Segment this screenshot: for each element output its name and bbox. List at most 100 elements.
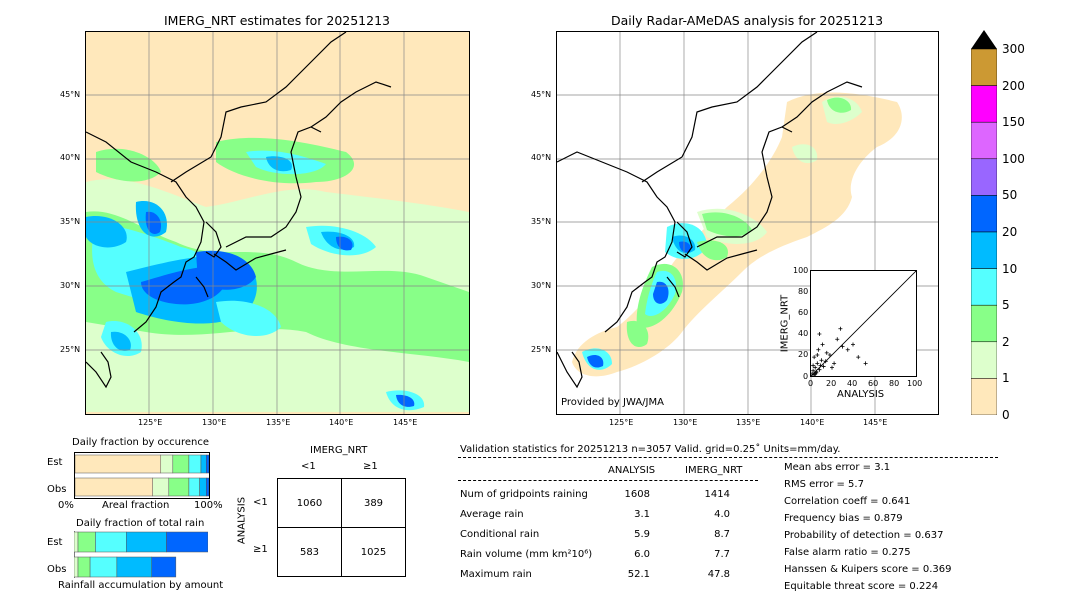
occurrence-obs-label: Obs <box>47 484 67 495</box>
occurrence-segment <box>160 454 174 474</box>
scatter-point <box>816 347 821 352</box>
scatter-point <box>812 355 817 360</box>
total-rain-segment <box>74 556 79 578</box>
contingency-col-ge1: ≥1 <box>363 461 378 472</box>
scatter-ytick-80: 80 <box>798 287 809 296</box>
scatter-point <box>817 332 822 336</box>
stat-label: Maximum rain <box>460 569 532 580</box>
contingency-cell: 583 <box>277 527 342 577</box>
left-lat-25: 25°N <box>60 345 81 354</box>
stat-imerg: 7.7 <box>714 549 730 560</box>
stat-label: Average rain <box>460 509 524 520</box>
stat-imerg: 1414 <box>704 489 730 500</box>
radar-credit: Provided by JWA/JMA <box>561 397 664 408</box>
validation-col-imerg: IMERG_NRT <box>685 465 743 476</box>
total-rain-caption: Rainfall accumulation by amount <box>58 580 224 591</box>
contingency-col-header: IMERG_NRT <box>310 445 368 456</box>
scatter-xtick-20: 20 <box>826 379 837 388</box>
score-freq-bias: Frequency bias = 0.879 <box>784 513 903 524</box>
scatter-ylabel: IMERG_NRT <box>779 294 791 353</box>
colorbar-label: 10 <box>1002 261 1018 276</box>
stat-label: Num of gridpoints raining <box>460 489 588 500</box>
scatter-point <box>815 353 820 357</box>
scatter-point <box>832 361 837 366</box>
stat-analysis: 3.1 <box>634 509 650 520</box>
stat-imerg: 8.7 <box>714 529 730 540</box>
scatter-point <box>819 358 824 363</box>
colorbar-segment <box>971 195 997 233</box>
scatter-point <box>827 353 832 357</box>
scatter-point <box>813 365 818 370</box>
stat-analysis: 6.0 <box>634 549 650 560</box>
scatter-point <box>823 359 828 364</box>
occurrence-est-label: Est <box>47 457 63 468</box>
right-lon-130: 130°E <box>673 418 698 427</box>
score-hk: Hanssen & Kuipers score = 0.369 <box>784 564 952 575</box>
scatter-point <box>835 337 840 342</box>
total-rain-segment <box>126 531 167 553</box>
occurrence-axis-right: 100% <box>194 500 223 511</box>
colorbar-label: 200 <box>1002 78 1025 93</box>
occurrence-segment <box>200 454 207 474</box>
score-rms: RMS error = 5.7 <box>784 479 864 490</box>
scatter-point <box>856 355 861 360</box>
stat-analysis: 5.9 <box>634 529 650 540</box>
contingency-cell: 1025 <box>341 527 406 577</box>
contingency-col-lt1: <1 <box>301 461 316 472</box>
validation-subdivider <box>458 480 758 481</box>
occurrence-chart <box>74 452 210 499</box>
contingency-cell: 389 <box>341 478 406 528</box>
occurrence-segment <box>206 477 209 497</box>
scatter-point <box>815 361 820 366</box>
scatter-point <box>821 364 826 369</box>
scatter-xtick-0: 0 <box>808 379 814 388</box>
occurrence-title: Daily fraction by occurence <box>72 437 210 448</box>
occurrence-segment <box>172 454 190 474</box>
stat-label: Conditional rain <box>460 529 540 540</box>
colorbar-label: 150 <box>1002 115 1025 130</box>
scatter-inset <box>810 270 917 377</box>
stat-analysis: 1608 <box>624 489 650 500</box>
score-mae: Mean abs error = 3.1 <box>784 462 891 473</box>
scatter-point <box>814 369 819 374</box>
colorbar-extend-arrow <box>971 30 997 49</box>
total-rain-segment <box>77 531 96 553</box>
scatter-point <box>818 363 823 368</box>
score-corr: Correlation coeff = 0.641 <box>784 496 911 507</box>
total-rain-chart <box>74 531 208 578</box>
scatter-xtick-100: 100 <box>907 379 923 388</box>
left-lat-45: 45°N <box>60 90 81 99</box>
colorbar-segment <box>971 48 997 86</box>
right-map-title: Daily Radar-AMeDAS analysis for 20251213 <box>610 13 884 28</box>
scatter-point <box>863 361 868 366</box>
validation-header: Validation statistics for 20251213 n=305… <box>460 444 841 455</box>
occurrence-axis-left: 0% <box>58 500 74 511</box>
total-rain-segment <box>74 531 79 553</box>
left-lat-30: 30°N <box>60 281 81 290</box>
contingency-cell: 1060 <box>277 478 342 528</box>
left-map-title: IMERG_NRT estimates for 20251213 <box>163 13 390 28</box>
scatter-point <box>817 367 822 372</box>
left-lon-130: 130°E <box>202 418 227 427</box>
contingency-row-header: ANALYSIS <box>236 496 248 545</box>
colorbar <box>971 30 997 415</box>
occurrence-segment <box>206 454 209 474</box>
colorbar-segment <box>971 341 997 379</box>
colorbar-label: 0 <box>1002 408 1010 422</box>
scatter-ytick-0: 0 <box>803 372 809 381</box>
validation-divider <box>458 457 998 458</box>
left-coastline <box>86 32 392 389</box>
left-lon-125: 125°E <box>138 418 163 427</box>
total-rain-segment <box>151 556 177 578</box>
scatter-xlabel: ANALYSIS <box>837 389 885 400</box>
one-to-one-line <box>811 271 916 376</box>
colorbar-segment <box>971 378 997 415</box>
colorbar-segment <box>971 85 997 123</box>
left-lat-40: 40°N <box>60 153 81 162</box>
right-lon-125: 125°E <box>609 418 634 427</box>
scatter-point <box>840 344 845 349</box>
total-rain-title: Daily fraction of total rain <box>76 518 205 529</box>
contingency-table: 1060 389 583 1025 <box>277 478 406 577</box>
left-lon-140: 140°E <box>329 418 354 427</box>
scatter-ytick-60: 60 <box>798 308 809 317</box>
